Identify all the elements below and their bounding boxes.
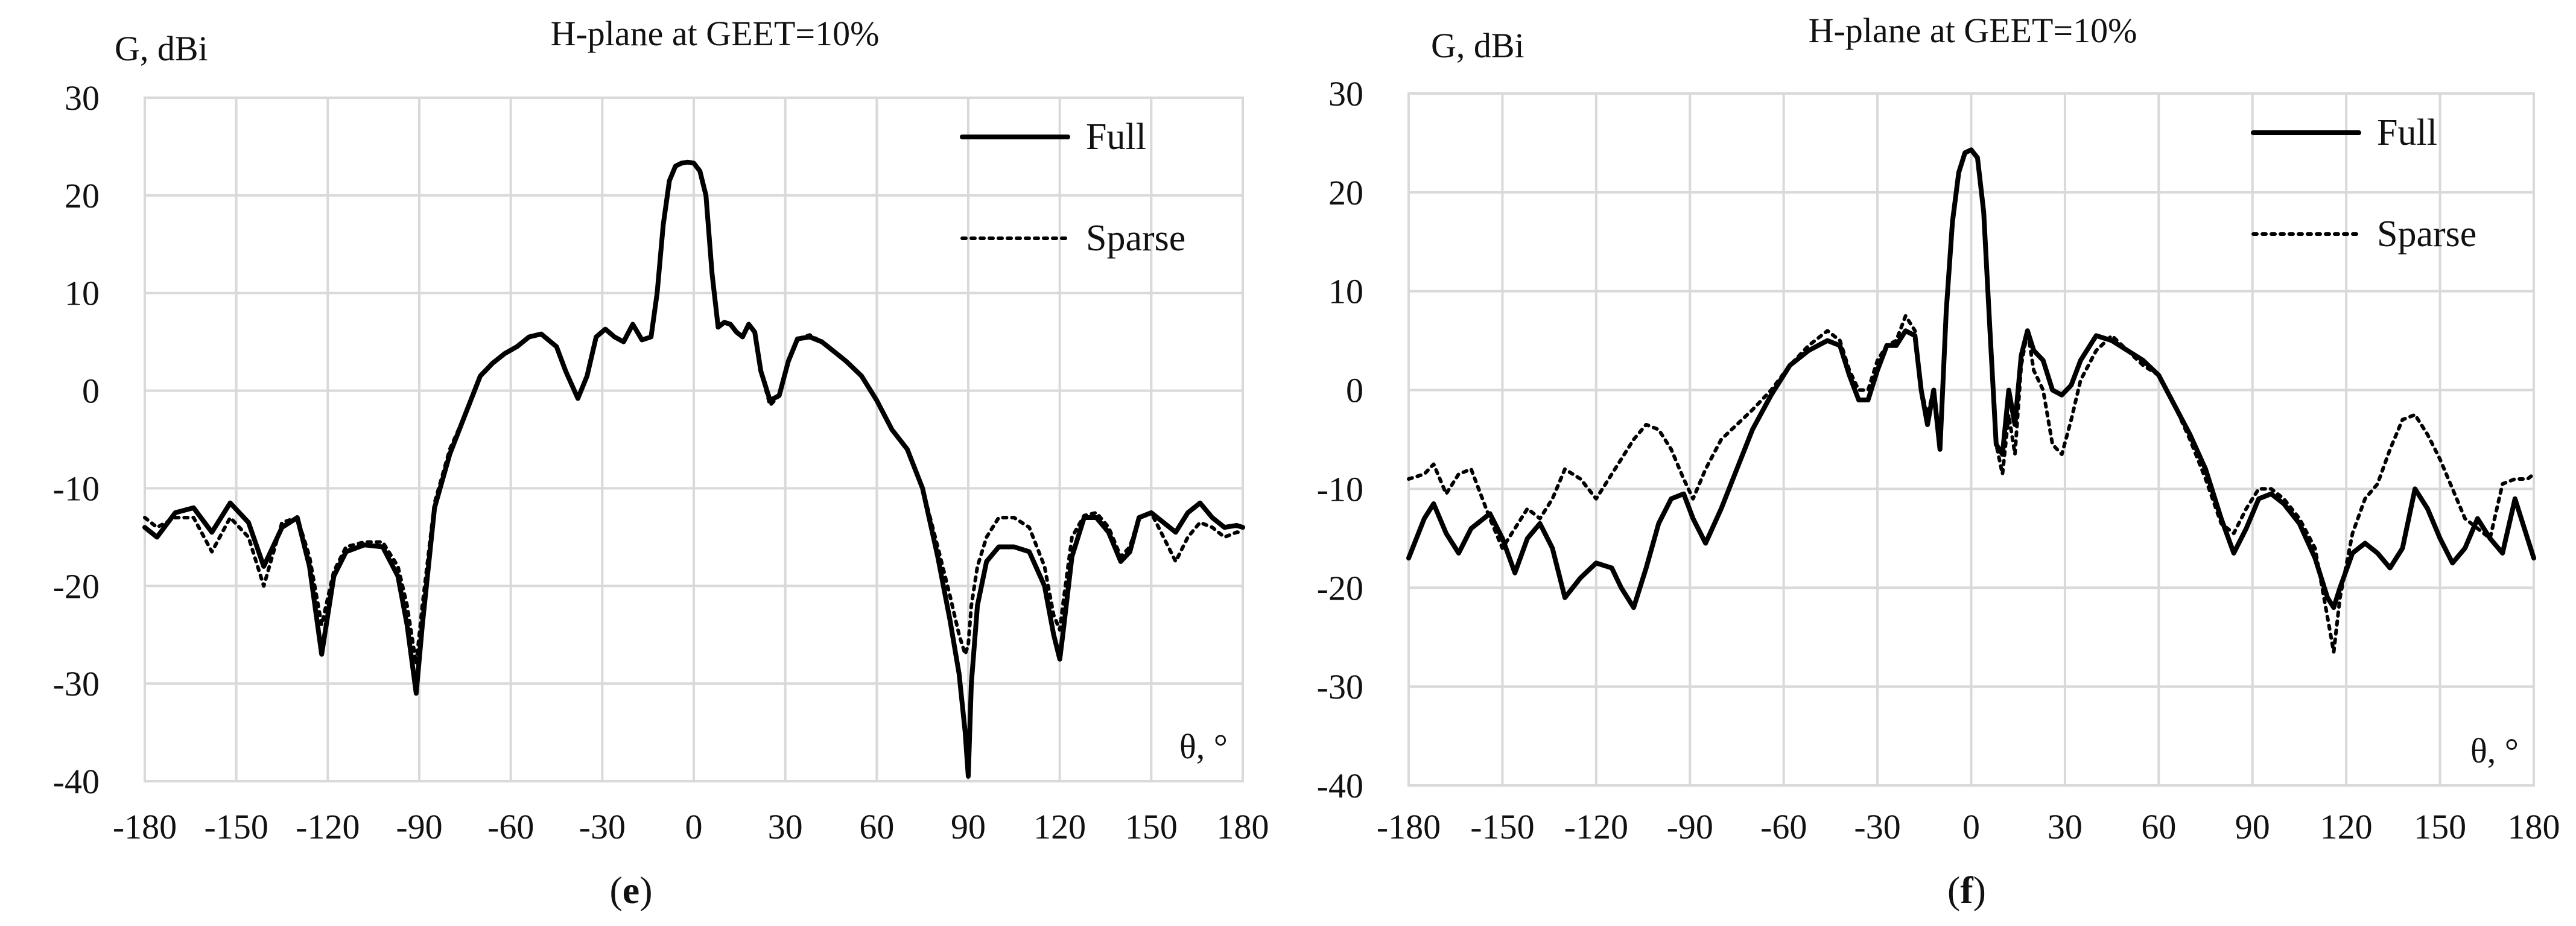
y-tick-label: -40 (1317, 766, 1363, 805)
plot-area-border (144, 97, 1244, 782)
legend-label-full: Full (1086, 116, 1146, 157)
x-tick-label: -120 (296, 807, 360, 846)
plot-area-border (1407, 92, 2535, 787)
y-tick-label: -40 (53, 762, 100, 801)
x-tick-label: 180 (2508, 807, 2560, 846)
series-line-full (142, 159, 1245, 779)
y-tick-label: -20 (53, 566, 100, 606)
caption-paren-open: ( (609, 869, 622, 912)
legend-label-sparse: Sparse (2377, 214, 2476, 255)
x-tick-label: 60 (859, 807, 894, 846)
legend: Full Sparse (960, 116, 1185, 259)
y-tick-label: 20 (1328, 173, 1363, 212)
x-tick-label: 30 (2048, 807, 2083, 846)
x-tick-label: 90 (951, 807, 986, 846)
x-tick-label: 180 (1217, 807, 1269, 846)
panel-caption: (f) (1947, 869, 1986, 912)
chart-panel-f: 30 20 10 0 -10 -20 -30 -40 -180 -150 -120 -90 -60 -30… (1317, 11, 2560, 912)
caption-letter: f (1960, 869, 1973, 912)
x-tick-label: 30 (768, 807, 803, 846)
y-tick-label: -30 (1317, 667, 1363, 706)
x-tick-label: -60 (1760, 807, 1807, 846)
y-tick-label: -10 (53, 469, 100, 508)
y-tick-label: 10 (1328, 272, 1363, 311)
x-tick-label: 150 (2414, 807, 2466, 846)
y-tick-label: 10 (65, 274, 100, 313)
y-tick-label: -20 (1317, 568, 1363, 607)
legend: Full Sparse (2251, 112, 2476, 255)
x-tick-label: -30 (1854, 807, 1900, 846)
caption-paren-open: ( (1947, 869, 1960, 912)
x-axis-label: θ, ° (1179, 727, 1228, 766)
x-tick-label: 120 (1033, 807, 1086, 846)
x-tick-label: -150 (1470, 807, 1534, 846)
x-tick-label: 0 (1962, 807, 1980, 846)
x-tick-label: 0 (685, 807, 703, 846)
x-tick-label: -90 (396, 807, 442, 846)
y-tick-label: 30 (1328, 74, 1363, 113)
y-axis-label: G, dBi (1431, 26, 1524, 65)
series-line-sparse (1407, 148, 2536, 654)
chart-title: H-plane at GEET=10% (1809, 11, 2137, 50)
y-tick-label: -30 (53, 664, 100, 703)
series-line-sparse (143, 160, 1245, 666)
x-axis-label: θ, ° (2470, 731, 2519, 770)
panel-caption: (e) (609, 869, 652, 912)
chart-title: H-plane at GEET=10% (551, 14, 880, 53)
x-tick-label: -180 (1377, 807, 1441, 846)
y-tick-label: -10 (1317, 469, 1363, 509)
x-tick-label: -150 (205, 807, 268, 846)
legend-label-sparse: Sparse (1086, 218, 1185, 259)
y-tick-label: 0 (1346, 371, 1363, 410)
legend-label-full: Full (2377, 112, 2437, 153)
x-tick-label: -120 (1564, 807, 1628, 846)
x-tick-label: 60 (2141, 807, 2176, 846)
y-tick-label: 20 (65, 176, 100, 215)
caption-letter: e (623, 869, 639, 912)
x-tick-label: -30 (579, 807, 626, 846)
x-tick-label: -60 (487, 807, 534, 846)
x-tick-label: 150 (1125, 807, 1178, 846)
chart-panel-e: 30 20 10 0 -10 -20 -30 -40 -180 -150 -120 -90 -60 -30… (53, 14, 1269, 912)
y-axis-label: G, dBi (115, 29, 208, 68)
x-tick-label: -90 (1667, 807, 1713, 846)
caption-paren-close: ) (1973, 869, 1986, 912)
y-tick-label: 0 (82, 372, 100, 411)
x-tick-label: 120 (2320, 807, 2373, 846)
x-tick-label: -180 (113, 807, 177, 846)
y-tick-label: 30 (65, 78, 100, 118)
caption-paren-close: ) (639, 869, 652, 912)
x-tick-label: 90 (2235, 807, 2270, 846)
